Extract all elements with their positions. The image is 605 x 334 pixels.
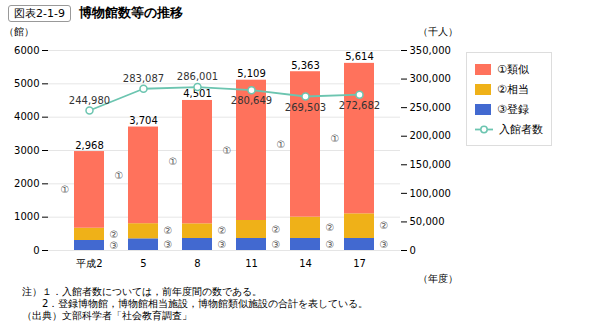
html-text:入館者数: 入館者数 [499, 122, 543, 136]
svg-text:①: ① [61, 184, 70, 195]
svg-text:②: ② [326, 222, 335, 233]
html-text:注）１．入館者数については，前年度間の数である。: 注）１．入館者数については，前年度間の数である。 [22, 286, 262, 297]
svg-text:3,704: 3,704 [129, 115, 158, 126]
svg-text:5,614: 5,614 [345, 51, 374, 62]
svg-text:286,001: 286,001 [177, 71, 218, 82]
svg-text:250,000: 250,000 [410, 102, 451, 113]
svg-text:（千人）: （千人） [418, 26, 458, 37]
svg-text:2,968: 2,968 [75, 140, 104, 151]
svg-text:350,000: 350,000 [410, 45, 451, 56]
svg-text:②: ② [272, 224, 281, 235]
svg-text:14: 14 [299, 258, 312, 269]
svg-text:50,000: 50,000 [410, 216, 445, 227]
svg-text:③: ③ [326, 239, 335, 250]
svg-text:3000: 3000 [14, 145, 39, 156]
svg-text:8: 8 [194, 258, 200, 269]
svg-text:150,000: 150,000 [410, 159, 451, 170]
html-text:③登録: ③登録 [497, 102, 529, 116]
html-text:図表2-1-9: 図表2-1-9 [14, 6, 65, 20]
svg-text:0: 0 [410, 245, 416, 256]
svg-text:①: ① [277, 139, 286, 150]
svg-text:③: ③ [164, 239, 173, 250]
svg-text:③: ③ [218, 239, 227, 250]
svg-text:①: ① [115, 170, 124, 181]
svg-text:③: ③ [380, 239, 389, 250]
svg-text:5000: 5000 [14, 78, 39, 89]
svg-text:4,501: 4,501 [183, 88, 212, 100]
svg-text:6000: 6000 [14, 45, 39, 56]
svg-text:280,649: 280,649 [231, 95, 272, 106]
svg-text:269,503: 269,503 [285, 102, 326, 113]
svg-text:11: 11 [245, 258, 258, 269]
svg-text:5: 5 [140, 258, 146, 269]
svg-text:5,363: 5,363 [291, 60, 320, 71]
html-text:①類似: ①類似 [497, 62, 529, 76]
html-text:2．登録博物館，博物館相当施設，博物館類似施設の合計を表して: 2．登録博物館，博物館相当施設，博物館類似施設の合計を表している。 [22, 298, 369, 309]
svg-text:0: 0 [33, 245, 39, 256]
svg-text:17: 17 [353, 258, 366, 269]
svg-text:②: ② [218, 225, 227, 236]
svg-text:③: ③ [272, 239, 281, 250]
svg-text:②: ② [164, 225, 173, 236]
svg-text:283,087: 283,087 [123, 73, 164, 84]
svg-text:200,000: 200,000 [410, 130, 451, 141]
svg-text:②: ② [110, 229, 119, 240]
svg-text:272,682: 272,682 [339, 100, 380, 111]
svg-text:②: ② [380, 220, 389, 231]
svg-text:5,109: 5,109 [237, 68, 266, 79]
svg-text:平成2: 平成2 [76, 258, 102, 269]
svg-text:（年度）: （年度） [418, 273, 458, 284]
svg-text:③: ③ [110, 240, 119, 251]
svg-text:2000: 2000 [14, 178, 39, 189]
html-text:②相当: ②相当 [497, 82, 529, 96]
svg-text:（館）: （館） [4, 26, 34, 37]
html-text:（出典）文部科学者「社会教育調査」: （出典）文部科学者「社会教育調査」 [22, 310, 192, 321]
svg-text:4000: 4000 [14, 111, 39, 122]
svg-text:1000: 1000 [14, 211, 39, 222]
svg-text:①: ① [223, 145, 232, 156]
svg-text:100,000: 100,000 [410, 188, 451, 199]
svg-text:①: ① [169, 156, 178, 167]
svg-text:244,980: 244,980 [69, 95, 110, 106]
svg-text:①: ① [331, 133, 340, 144]
html-text:博物館数等の推移: 博物館数等の推移 [78, 5, 183, 20]
svg-text:300,000: 300,000 [410, 73, 451, 84]
